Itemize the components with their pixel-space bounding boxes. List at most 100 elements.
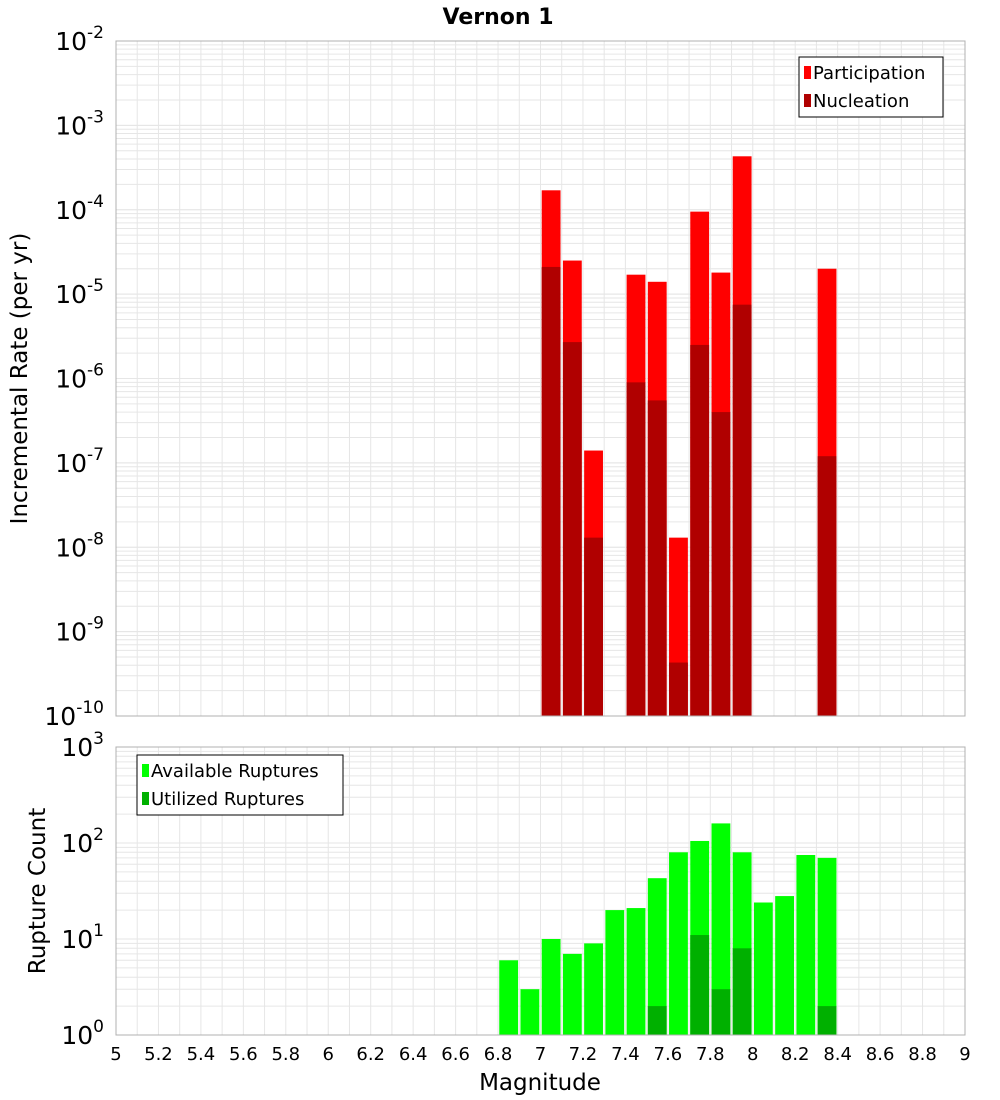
x-tick-label: 6 [323,1044,334,1065]
x-tick-label: 6.6 [441,1044,470,1065]
top-y-axis-label: Incremental Rate (per yr) [7,233,33,525]
nucleation-bar [562,342,582,716]
bottom-y-tick-exponent: 0 [93,1017,104,1037]
x-tick-label: 6.2 [356,1044,385,1065]
x-tick-label: 8.6 [866,1044,895,1065]
bottom-y-tick-label: 100 [61,1017,104,1050]
x-tick-label: 6.4 [399,1044,428,1065]
top-y-tick-label: 10-6 [55,361,104,394]
available-bar [541,939,561,1035]
x-tick-label: 9 [959,1044,970,1065]
nucleation-bar [732,304,752,716]
bottom-legend: Available Ruptures Utilized Ruptures [136,754,344,816]
bottom-legend-swatch [142,764,149,777]
nucleation-bar [647,400,667,716]
x-tick-label: 5.6 [229,1044,258,1065]
top-y-tick-exponent: -8 [87,529,104,549]
utilized-bar [732,948,752,1035]
bottom-y-tick-label: 103 [61,729,104,762]
available-bar [775,896,794,1035]
top-plot-panel: 10-10 10-9 10-8 10-7 10-6 10-5 10-4 10-3 10-2 Inc… [7,23,966,731]
nucleation-bar [690,344,710,716]
top-legend-label: Participation [813,63,925,84]
available-bar [669,852,688,1035]
bottom-y-tick-label: 101 [61,921,104,954]
top-y-tick-exponent: -10 [76,698,104,718]
bottom-legend-box [136,754,344,816]
x-tick-label: 5.2 [144,1044,173,1065]
bottom-series-available-ruptures [499,823,837,1035]
nucleation-bar [669,662,688,716]
top-series-nucleation [541,266,837,716]
top-legend-swatch [804,66,811,79]
nucleation-bar [711,412,731,716]
x-tick-label: 8.4 [823,1044,852,1065]
top-gridlines [115,40,966,717]
nucleation-bar [817,456,837,716]
top-y-tick-exponent: -5 [87,276,104,296]
x-tick-label: 6.8 [484,1044,513,1065]
bottom-legend-swatch [142,792,149,805]
top-y-tick-label: 10-10 [44,698,104,731]
utilized-bar [711,989,731,1035]
x-tick-label: 8.2 [781,1044,810,1065]
top-plot-frame [115,40,966,717]
x-tick-label: 8.8 [908,1044,937,1065]
available-bar [796,854,816,1035]
bottom-y-tick-label: 102 [61,825,104,858]
bottom-plot-frame [115,746,966,1036]
bottom-y-tick-exponent: 1 [93,921,104,941]
utilized-bar [690,935,710,1035]
top-y-tick-label: 10-2 [55,23,104,56]
available-bar [711,823,731,1035]
x-tick-label: 7.6 [654,1044,683,1065]
utilized-bar [647,1006,667,1035]
top-y-tick-label: 10-9 [55,614,104,647]
bottom-legend-label: Available Ruptures [151,761,319,782]
bottom-series-utilized-ruptures [647,935,837,1035]
top-y-tick-label: 10-4 [55,192,104,225]
available-bar [562,953,582,1035]
top-y-tick-label: 10-5 [55,276,104,309]
x-axis-label: Magnitude [479,1070,601,1096]
bottom-y-tick-exponent: 2 [93,825,104,845]
chart-title: Vernon 1 [443,5,554,30]
top-y-tick-exponent: -9 [87,614,104,634]
bottom-y-tick-exponent: 3 [93,729,104,749]
top-legend-label: Nucleation [813,91,909,112]
nucleation-bar [626,382,646,716]
x-tick-label: 7.8 [696,1044,725,1065]
x-tick-label: 7.2 [569,1044,598,1065]
bottom-legend-label: Utilized Ruptures [151,789,304,810]
top-y-tick-exponent: -2 [87,23,104,43]
x-tick-label: 5.8 [271,1044,300,1065]
x-tick-label: 5.4 [187,1044,216,1065]
top-y-tick-exponent: -3 [87,107,104,127]
nucleation-bar [584,537,603,716]
top-y-tick-exponent: -7 [87,445,104,465]
available-bar [626,908,646,1035]
x-tick-label: 8 [747,1044,758,1065]
x-tick-label: 7.4 [611,1044,640,1065]
top-legend-box [798,56,944,118]
x-tick-label: 5 [110,1044,121,1065]
available-bar [584,943,603,1035]
top-legend: Participation Nucleation [798,56,944,118]
top-legend-swatch [804,94,811,107]
available-bar [753,902,773,1035]
nucleation-bar [541,266,561,716]
available-bar [499,960,519,1035]
top-y-tick-label: 10-8 [55,529,104,562]
available-bar [520,989,540,1035]
top-y-tick-exponent: -6 [87,361,104,381]
available-bar [817,857,837,1035]
available-bar [647,878,667,1035]
x-tick-label: 7 [535,1044,546,1065]
available-bar [605,910,625,1035]
bottom-y-axis-label: Rupture Count [25,808,51,974]
top-y-tick-label: 10-3 [55,107,104,140]
utilized-bar [817,1006,837,1035]
top-y-tick-exponent: -4 [87,192,104,212]
